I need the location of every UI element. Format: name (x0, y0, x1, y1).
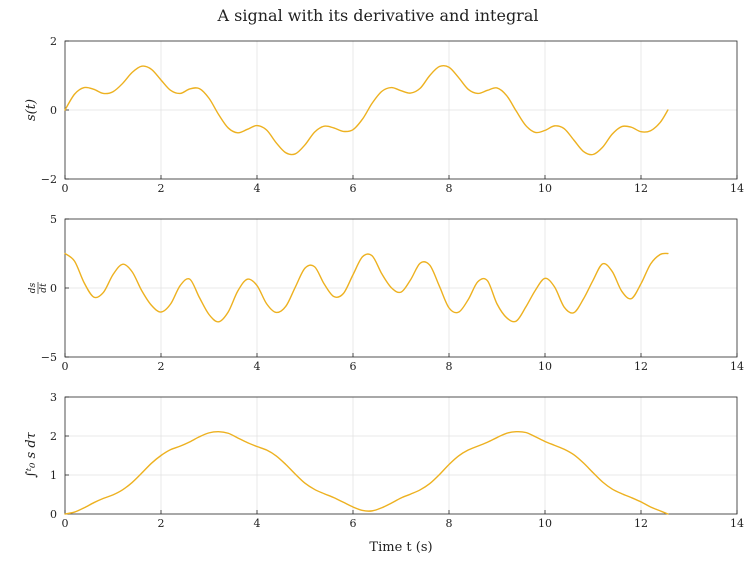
x-tick-label: 6 (350, 517, 357, 530)
x-tick-label: 0 (62, 517, 69, 530)
x-tick-label: 10 (538, 360, 552, 373)
y-tick-label: 1 (50, 469, 57, 482)
x-tick-label: 8 (446, 360, 453, 373)
x-tick-label: 14 (730, 517, 744, 530)
x-tick-label: 12 (634, 517, 648, 530)
y-tick-label: 5 (50, 213, 57, 226)
x-tick-label: 4 (254, 517, 261, 530)
x-tick-label: 8 (446, 517, 453, 530)
x-tick-label: 4 (254, 182, 261, 195)
x-tick-label: 6 (350, 360, 357, 373)
y-tick-label: 0 (50, 104, 57, 117)
x-tick-label: 6 (350, 182, 357, 195)
y-axis-label-derivative-den: dt (39, 283, 49, 293)
x-tick-label: 10 (538, 182, 552, 195)
x-tick-label: 2 (158, 182, 165, 195)
panel-derivative: 0 2 4 6 8 10 12 14 −5 0 5 ds dt (28, 213, 744, 373)
x-tick-label: 10 (538, 517, 552, 530)
x-tick-label: 4 (254, 360, 261, 373)
y-axis-label-integral: ∫ᵗ₀ s dτ (24, 431, 39, 477)
x-tick-label: 12 (634, 360, 648, 373)
x-tick-label: 14 (730, 182, 744, 195)
y-tick-label: 2 (50, 430, 57, 443)
x-tick-label: 2 (158, 360, 165, 373)
integral-line (64, 430, 669, 515)
y-tick-label: 0 (50, 508, 57, 521)
y-tick-label: 2 (50, 35, 57, 48)
y-axis-label-derivative: ds dt (28, 282, 49, 294)
signal-line (64, 64, 669, 156)
y-tick-label: 3 (50, 391, 57, 404)
y-axis-label-derivative-num: ds (28, 282, 38, 293)
y-tick-label: −2 (41, 173, 57, 186)
x-tick-label: 14 (730, 360, 744, 373)
panel-integral-frame (64, 396, 738, 515)
x-tick-label: 0 (62, 360, 69, 373)
chart-title: A signal with its derivative and integra… (217, 6, 539, 25)
x-tick-label: 8 (446, 182, 453, 195)
panel-signal: 0 2 4 6 8 10 12 14 −2 0 2 s(t) (24, 35, 744, 195)
x-tick-label: 12 (634, 182, 648, 195)
x-tick-label: 2 (158, 517, 165, 530)
x-axis-label: Time t (s) (369, 540, 432, 555)
x-tick-label: 0 (62, 182, 69, 195)
y-tick-label: −5 (41, 351, 57, 364)
derivative-line (64, 252, 669, 323)
y-axis-label-signal: s(t) (24, 99, 39, 121)
y-tick-label: 0 (50, 282, 57, 295)
